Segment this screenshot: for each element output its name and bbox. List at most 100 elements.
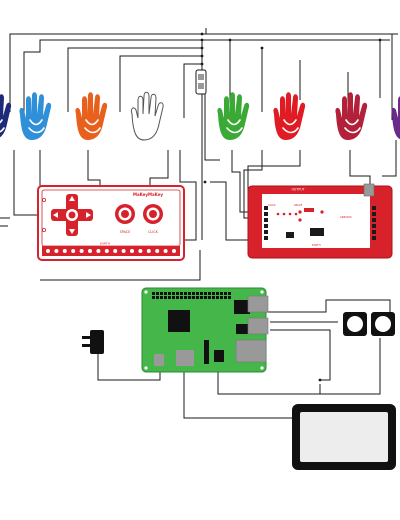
- hand-icon: [19, 92, 52, 140]
- hands-row: [0, 91, 400, 141]
- raspberry-pi-board: Raspberry Pi 3: [141, 287, 269, 373]
- gpio-pin: [164, 292, 167, 295]
- header-pin: [264, 224, 268, 228]
- makey-makey-board-left: MaKeyMaKey SPACE CLICK EARTH: [37, 185, 185, 261]
- click-button-pad: CLICK: [143, 204, 163, 234]
- gpio-pin: [180, 296, 183, 299]
- wifi-chip: [234, 300, 250, 314]
- gpio-pin: [216, 292, 219, 295]
- gpio-pin: [196, 292, 199, 295]
- gpio-pin: [192, 296, 195, 299]
- hand-icon: [131, 91, 164, 141]
- gpio-pin: [228, 296, 231, 299]
- wire-junction: [200, 32, 204, 36]
- earth-hole: [96, 249, 101, 253]
- click-label: CLICK: [148, 230, 159, 234]
- earth-hole: [104, 249, 109, 253]
- gpio-pin: [164, 296, 167, 299]
- header-pin: [372, 212, 376, 216]
- gpio-pin: [212, 296, 215, 299]
- arrow-down-icon: [69, 229, 75, 234]
- gpio-pin: [152, 296, 155, 299]
- header-pin: [264, 206, 268, 210]
- wire-junctions: [200, 32, 382, 382]
- earth-hole: [54, 249, 59, 253]
- wire-junction: [318, 378, 322, 382]
- gpio-pin: [200, 292, 203, 295]
- hdmi-port: [176, 350, 194, 366]
- gpio-pin: [188, 296, 191, 299]
- earth-hole: [88, 249, 92, 253]
- mmk-right-label-arrows: ARROWS: [340, 215, 352, 219]
- header-pin: [372, 236, 376, 240]
- ethernet-port: [235, 339, 267, 363]
- gpio-pin: [220, 296, 223, 299]
- header-pin: [264, 218, 268, 222]
- gpio-pin: [208, 296, 211, 299]
- hand-icon: [75, 92, 108, 140]
- wire-junction: [260, 46, 264, 50]
- gpio-pin: [156, 296, 159, 299]
- gpio-pin: [220, 292, 223, 295]
- earth-holes: [42, 197, 176, 253]
- space-button-pad: SPACE: [115, 204, 135, 234]
- gpio-pin: [208, 292, 211, 295]
- arrow-up-icon: [69, 196, 75, 201]
- wire-junction: [200, 54, 204, 58]
- csi-connector: [204, 340, 209, 364]
- mmk-right-top-label: OUTPUT: [292, 188, 305, 192]
- gpio-pin: [192, 292, 195, 295]
- header-pin: [372, 224, 376, 228]
- arrow-left-icon: [53, 212, 58, 218]
- gpio-pin: [204, 292, 207, 295]
- gpio-pin: [172, 296, 175, 299]
- earth-hole: [172, 249, 176, 253]
- arrow-right-icon: [86, 212, 91, 218]
- header-pin: [264, 212, 268, 216]
- gpio-pin: [180, 292, 183, 295]
- mmk-right-label-earth: EARTH: [312, 243, 321, 247]
- arrow-pad: [51, 194, 93, 236]
- gpio-pin: [152, 292, 155, 295]
- gpio-pin: [204, 296, 207, 299]
- wire-junction: [203, 180, 207, 184]
- earth-hole: [46, 249, 50, 253]
- gpio-pin: [196, 296, 199, 299]
- usb-controller-chip: [236, 324, 250, 334]
- earth-hole: [138, 249, 143, 253]
- makey-makey-board-right: OUTPUT CLICK SPACE ARROWS EARTH: [247, 183, 393, 259]
- mmk-right-label-click: CLICK: [268, 203, 276, 207]
- micro-usb-port: [154, 354, 164, 366]
- header-pin: [264, 236, 268, 240]
- earth-hole: [121, 249, 126, 253]
- earth-hole: [113, 249, 118, 253]
- gpio-pin: [184, 296, 187, 299]
- gpio-pin: [212, 292, 215, 295]
- monitor-icon: [292, 404, 396, 470]
- header-pin: [372, 218, 376, 222]
- earth-hole: [130, 249, 134, 253]
- hand-icon: [273, 92, 306, 140]
- gpio-pin: [160, 296, 163, 299]
- usb-port-icon: [363, 183, 375, 197]
- header-pins: [264, 206, 376, 240]
- soc-chip: [168, 310, 190, 332]
- wire-junction: [200, 62, 204, 66]
- wire-junction: [200, 46, 204, 50]
- wire-junction: [200, 38, 204, 42]
- gpio-header: [152, 292, 231, 299]
- gpio-pin: [160, 292, 163, 295]
- gpio-pin: [224, 292, 227, 295]
- earth-hole: [146, 249, 151, 253]
- hand-icon: [0, 94, 12, 138]
- earth-hole: [155, 249, 160, 253]
- earth-hole: [62, 249, 67, 253]
- gpio-pin: [216, 296, 219, 299]
- gpio-pin: [168, 292, 171, 295]
- mmk-right-label-space: SPACE: [294, 203, 303, 207]
- hand-icon: [217, 92, 250, 140]
- gpio-pin: [200, 296, 203, 299]
- earth-label: EARTH: [100, 242, 110, 246]
